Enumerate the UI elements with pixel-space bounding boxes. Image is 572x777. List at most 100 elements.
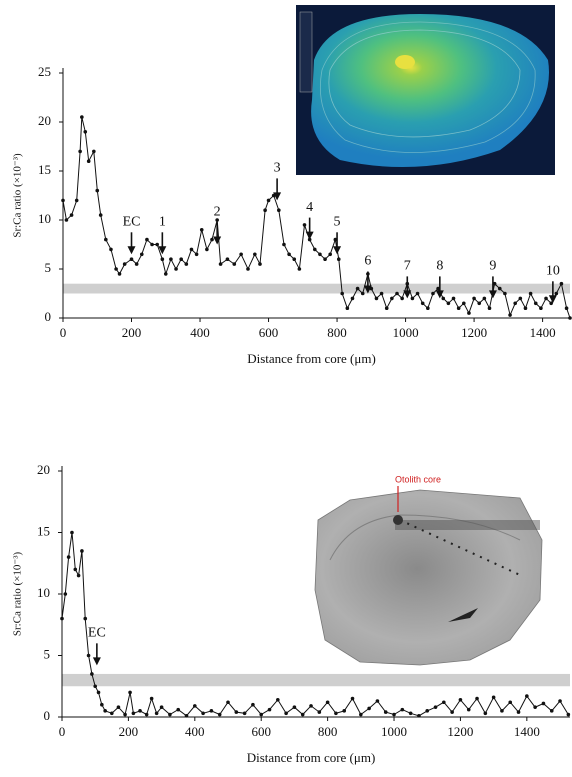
data-point (385, 306, 389, 310)
data-point (179, 257, 183, 261)
data-point (176, 708, 180, 712)
x-tick-label: 800 (327, 325, 347, 340)
data-point (130, 257, 134, 261)
annotation-arrowhead (306, 232, 314, 240)
data-point (475, 697, 479, 701)
y-tick-label: 10 (37, 585, 50, 600)
data-point (303, 223, 307, 227)
data-point (73, 568, 77, 572)
data-point (477, 302, 481, 306)
data-point (190, 248, 194, 252)
data-point (293, 705, 297, 709)
data-point (309, 704, 313, 708)
data-point (174, 267, 178, 271)
data-point (542, 702, 546, 706)
data-point (243, 712, 247, 716)
x-tick-label: 200 (119, 724, 139, 739)
data-point (200, 228, 204, 232)
x-tick-label: 600 (251, 724, 271, 739)
data-point (123, 262, 127, 266)
data-point (246, 267, 250, 271)
y-tick-label: 0 (45, 309, 52, 324)
x-tick-label: 800 (318, 724, 338, 739)
data-point (132, 712, 136, 716)
data-point (226, 700, 230, 704)
data-point (380, 292, 384, 296)
data-point (417, 714, 421, 718)
data-point (239, 253, 243, 257)
x-tick-label: 1400 (530, 325, 556, 340)
data-point (519, 297, 523, 301)
data-point (218, 713, 222, 717)
data-point (251, 703, 255, 707)
data-point (340, 292, 344, 296)
data-point (568, 316, 572, 320)
data-point (525, 694, 529, 698)
data-point (401, 708, 405, 712)
data-point (155, 243, 159, 247)
data-point (150, 243, 154, 247)
data-point (75, 199, 79, 203)
y-axis-label: Sr:Ca ratio (×10⁻³) (12, 551, 24, 636)
data-point (103, 709, 107, 713)
data-point (259, 713, 263, 717)
data-point (565, 306, 569, 310)
data-point (160, 705, 164, 709)
x-tick-label: 400 (185, 724, 205, 739)
data-point (342, 709, 346, 713)
data-point (253, 253, 257, 257)
data-point (409, 712, 413, 716)
x-tick-label: 200 (122, 325, 142, 340)
data-point (450, 710, 454, 714)
annotation-arrowhead (403, 290, 411, 298)
annotation-label: 9 (489, 259, 496, 274)
annotation-label: 4 (306, 200, 313, 215)
data-point (298, 267, 302, 271)
data-point (351, 297, 355, 301)
data-point (498, 287, 502, 291)
data-point (95, 189, 99, 193)
annotation-label: 8 (436, 259, 443, 274)
data-point (392, 713, 396, 717)
annotation-arrowhead (333, 246, 341, 254)
annotation-label: 2 (214, 205, 221, 220)
data-point (123, 713, 127, 717)
y-tick-label: 15 (38, 162, 51, 177)
data-point (276, 698, 280, 702)
data-point (93, 684, 97, 688)
data-point (232, 262, 236, 266)
data-point (492, 696, 496, 700)
data-point (488, 306, 492, 310)
data-point (467, 708, 471, 712)
data-point (67, 555, 71, 559)
data-point (99, 213, 103, 217)
x-tick-label: 1000 (393, 325, 419, 340)
data-point (83, 617, 87, 621)
data-point (201, 712, 205, 716)
data-point (226, 257, 230, 261)
data-point (80, 115, 84, 119)
data-point (161, 257, 165, 261)
y-tick-label: 15 (37, 523, 50, 538)
data-point (61, 199, 65, 203)
y-tick-label: 0 (44, 708, 51, 723)
annotation-label: EC (88, 626, 106, 641)
x-tick-label: 400 (190, 325, 210, 340)
data-point (361, 292, 365, 296)
annotation-label: 5 (334, 215, 341, 230)
data-point (193, 704, 197, 708)
data-point (390, 297, 394, 301)
data-point (65, 218, 69, 222)
data-point (60, 617, 64, 621)
data-point (313, 248, 317, 252)
data-point (534, 302, 538, 306)
data-point (533, 705, 537, 709)
annotation-arrowhead (128, 246, 136, 254)
annotation-label: 10 (546, 264, 560, 279)
data-point (235, 710, 239, 714)
data-point (210, 709, 214, 713)
data-point (87, 654, 91, 658)
data-point (421, 302, 425, 306)
data-point (78, 150, 82, 154)
data-point (334, 712, 338, 716)
